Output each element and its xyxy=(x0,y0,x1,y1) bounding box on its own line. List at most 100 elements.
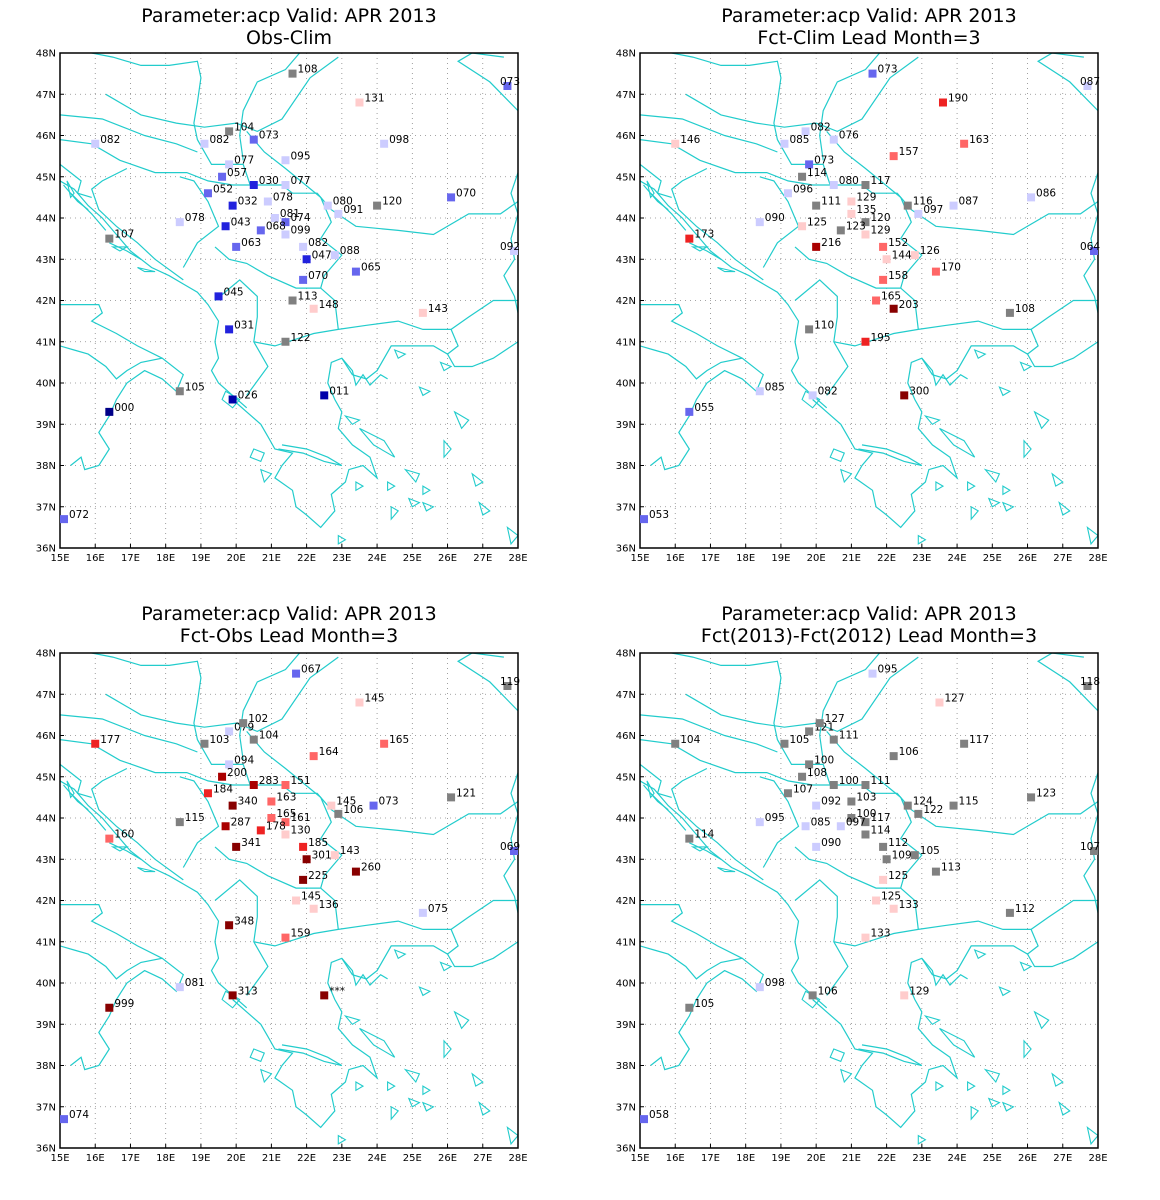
panel-title: Parameter:acp Valid: APR 2013 xyxy=(721,603,1016,625)
station-marker xyxy=(1083,82,1092,90)
station-marker xyxy=(299,275,308,284)
station-marker xyxy=(175,387,184,396)
island xyxy=(917,534,927,545)
island xyxy=(418,986,432,997)
x-tick-label: 15E xyxy=(50,1153,69,1164)
coastline xyxy=(650,192,687,231)
coastline xyxy=(858,1044,923,1067)
station-marker xyxy=(812,801,821,810)
station-marker xyxy=(200,139,209,148)
station-marker xyxy=(861,830,870,839)
station-marker xyxy=(334,809,343,818)
island xyxy=(923,414,941,426)
y-tick-label: 39N xyxy=(616,1020,636,1031)
station-marker xyxy=(270,214,279,222)
station-value-label: 082 xyxy=(308,237,328,249)
station-value-label: 103 xyxy=(856,792,876,804)
station-value-label: 091 xyxy=(343,204,363,216)
coastlines xyxy=(640,653,1098,1146)
station-marker xyxy=(175,983,184,992)
island xyxy=(137,866,156,873)
station-value-label: 080 xyxy=(839,175,859,187)
station-value-label: 161 xyxy=(290,812,310,824)
coastline xyxy=(640,780,828,1009)
panel-subtitle: Fct-Clim Lead Month=3 xyxy=(757,27,980,49)
station-value-label: 112 xyxy=(1015,903,1035,915)
y-tick-label: 44N xyxy=(616,814,636,825)
station-marker xyxy=(288,69,297,78)
station-marker xyxy=(812,201,821,210)
coastline xyxy=(447,929,459,955)
station-marker xyxy=(299,842,308,851)
x-tick-label: 24E xyxy=(948,553,967,564)
island xyxy=(1058,501,1071,516)
coastline xyxy=(921,957,968,987)
grid xyxy=(640,53,1098,548)
coastline xyxy=(253,299,518,347)
station-value-label: 126 xyxy=(920,245,940,257)
station-marker xyxy=(836,226,845,235)
station-marker xyxy=(910,851,919,860)
station-value-label: 184 xyxy=(213,783,233,795)
station-value-label: 170 xyxy=(941,262,961,274)
station-value-label: 300 xyxy=(909,385,929,397)
x-tick-label: 25E xyxy=(983,553,1002,564)
y-tick-label: 42N xyxy=(616,296,636,307)
station-marker xyxy=(783,189,792,198)
station-marker xyxy=(872,896,881,905)
coastline xyxy=(759,776,800,868)
y-tick-label: 38N xyxy=(616,461,636,472)
map-panel-4: Parameter:acp Valid: APR 2013Fct(2013)-F… xyxy=(616,603,1108,1164)
island xyxy=(829,1048,846,1063)
island xyxy=(935,1081,945,1092)
island xyxy=(690,846,709,852)
station-value-label: 225 xyxy=(308,870,328,882)
coastline xyxy=(833,299,1098,347)
coastline xyxy=(794,279,849,396)
station-marker xyxy=(931,267,940,276)
station-value-label: 113 xyxy=(941,862,961,874)
station-marker xyxy=(218,772,227,781)
y-tick-label: 48N xyxy=(36,49,56,60)
station-marker xyxy=(281,781,290,789)
station-marker xyxy=(755,983,764,992)
station-marker xyxy=(225,727,234,736)
station-value-label: 157 xyxy=(899,146,919,158)
station-value-label: 163 xyxy=(276,792,296,804)
station-marker xyxy=(815,719,824,728)
station-value-label: 075 xyxy=(428,903,448,915)
station-marker xyxy=(91,739,100,748)
grid xyxy=(60,653,518,1148)
x-tick-label: 15E xyxy=(630,553,649,564)
station-value-label: 127 xyxy=(944,693,964,705)
station-value-label: 063 xyxy=(241,237,261,249)
station-marker xyxy=(1005,908,1014,917)
map-frame xyxy=(639,52,1099,549)
station-value-label: 067 xyxy=(301,664,321,676)
station-marker xyxy=(900,391,909,400)
station-marker xyxy=(351,867,360,876)
x-tick-label: 17E xyxy=(701,1153,720,1164)
grid xyxy=(640,653,1098,1148)
station-marker xyxy=(281,337,290,346)
coastline xyxy=(319,797,343,889)
station-value-label: 129 xyxy=(909,985,929,997)
island xyxy=(66,780,75,799)
station-value-label: 190 xyxy=(948,93,968,105)
station-marker xyxy=(334,209,343,218)
coastline xyxy=(685,56,919,133)
y-tick-label: 45N xyxy=(616,172,636,183)
island xyxy=(453,1010,470,1030)
station-value-label: 114 xyxy=(807,167,827,179)
y-tick-label: 43N xyxy=(36,855,56,866)
station-marker xyxy=(225,160,234,169)
station-marker xyxy=(847,797,856,806)
coastline xyxy=(214,879,269,996)
station-marker xyxy=(281,933,290,942)
station-marker xyxy=(249,735,258,744)
station-marker xyxy=(903,201,912,210)
island xyxy=(1002,1085,1011,1096)
station-value-label: 094 xyxy=(234,754,254,766)
coastline xyxy=(60,763,92,798)
station-value-label: 107 xyxy=(1080,841,1100,853)
